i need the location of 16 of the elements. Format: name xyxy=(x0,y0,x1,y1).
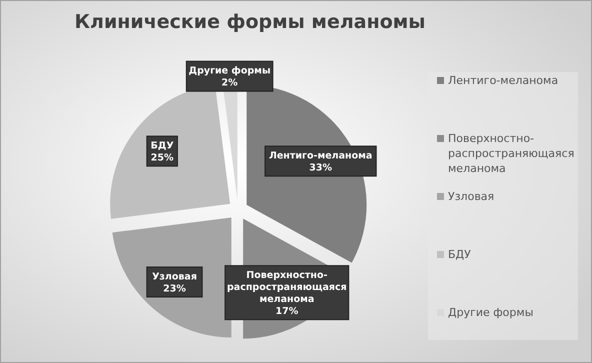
data-label: 17% xyxy=(275,306,299,317)
data-label: 2% xyxy=(222,78,238,89)
slice-label: Поверхностно-распространяющаяся меланома xyxy=(227,270,347,305)
legend-label: Лентиго-меланома xyxy=(448,74,558,87)
slice-label: Другие формы xyxy=(188,66,271,77)
data-label: 33% xyxy=(309,162,332,174)
legend-label: Другие формы xyxy=(448,306,534,319)
slice-label: Лентиго-меланома xyxy=(268,150,372,162)
slice-label: БДУ xyxy=(150,140,174,152)
legend-label: БДУ xyxy=(448,248,472,261)
slice-label: Узловая xyxy=(152,271,197,282)
chart-title: Клинические формы меланомы xyxy=(74,11,426,33)
legend-label: Поверхностно-распространяющаяся меланома xyxy=(448,132,574,175)
data-label: 23% xyxy=(163,283,186,294)
data-label: 25% xyxy=(150,152,174,164)
legend-label: Узловая xyxy=(448,190,494,203)
